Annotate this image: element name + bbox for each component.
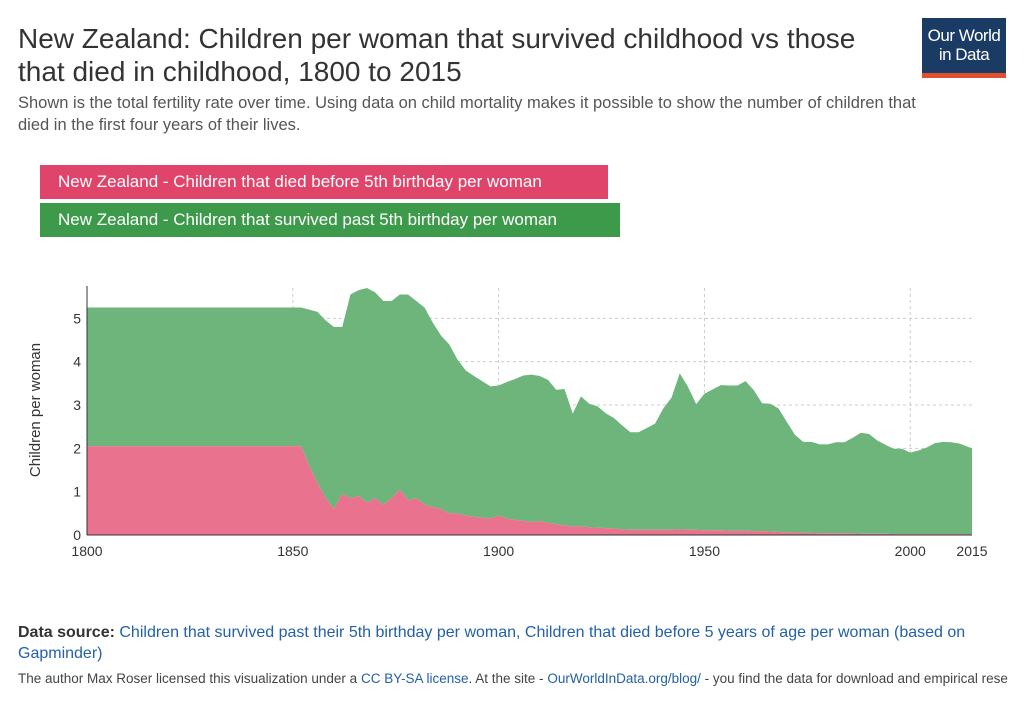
y-tick-label-3: 3 <box>73 397 81 413</box>
legend-item-died[interactable]: New Zealand - Children that died before … <box>40 165 608 199</box>
y-axis-label: Children per woman <box>27 343 44 477</box>
x-tick-label-2015: 2015 <box>956 543 987 559</box>
chart-subtitle: Shown is the total fertility rate over t… <box>18 94 916 134</box>
site-link[interactable]: OurWorldInData.org/blog/ <box>547 671 701 686</box>
y-tick-label-5: 5 <box>73 310 81 326</box>
x-tick-label-1900: 1900 <box>483 543 514 559</box>
y-tick-label-4: 4 <box>73 354 81 370</box>
area-survived[interactable] <box>87 288 972 535</box>
logo-line-1: Our World <box>927 26 1001 45</box>
owid-logo[interactable]: Our World in Data <box>922 18 1006 78</box>
x-tick-label-1950: 1950 <box>689 543 720 559</box>
logo-line-2: in Data <box>938 45 990 64</box>
data-source: Data source: Children that survived past… <box>18 622 1008 664</box>
data-source-label: Data source: <box>18 624 115 641</box>
license-mid: . At the site - <box>468 671 544 686</box>
license-text: The author Max Roser licensed this visua… <box>18 671 1008 687</box>
x-tick-label-2000: 2000 <box>895 543 926 559</box>
x-tick-label-1800: 1800 <box>71 543 102 559</box>
data-source-link[interactable]: Children that survived past their 5th bi… <box>18 624 966 662</box>
area-series <box>87 288 972 535</box>
legend-item-survived[interactable]: New Zealand - Children that survived pas… <box>40 203 620 237</box>
y-tick-label-0: 0 <box>73 527 81 543</box>
y-tick-label-1: 1 <box>73 484 81 500</box>
y-tick-label-2: 2 <box>73 440 81 456</box>
license-suffix: - you find the data for download and emp… <box>704 671 1008 686</box>
x-tick-label-1850: 1850 <box>277 543 308 559</box>
stacked-area-chart: 0 1 2 3 4 5 1800 1850 1900 1950 2000 2015 Children … <box>27 286 988 559</box>
axes: 0 1 2 3 4 5 1800 1850 1900 1950 2000 2015 <box>71 286 988 559</box>
chart-title: New Zealand: Children per woman that sur… <box>18 23 856 87</box>
license-link[interactable]: CC BY-SA license <box>360 671 469 686</box>
area-died[interactable] <box>87 446 972 535</box>
license-prefix: The author Max Roser licensed this visua… <box>18 671 358 686</box>
